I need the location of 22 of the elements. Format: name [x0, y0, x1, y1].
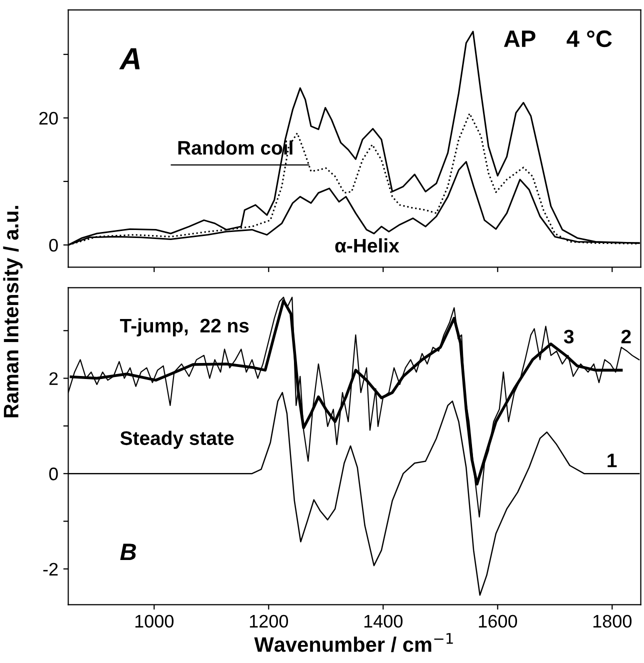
annotation: T-jump, 22 ns	[120, 318, 249, 336]
x-tick-label: 1800	[593, 614, 632, 628]
x-tick-label: 1200	[250, 614, 288, 628]
series-label: 2	[621, 330, 631, 344]
series-label: 1	[608, 454, 617, 468]
y-tick-label: 0	[49, 238, 58, 252]
annotation: Steady state	[120, 430, 234, 449]
series-label: α-Helix	[335, 238, 400, 253]
x-tick-label: 1000	[135, 614, 174, 628]
annotation: 4 °C	[566, 30, 612, 48]
annotation: AP	[504, 30, 536, 47]
series-label: 3	[564, 330, 574, 344]
x-tick-label: 1400	[364, 614, 403, 628]
x-axis-title: Wavenumber / cm$^{−1}$	[254, 633, 453, 652]
y-tick-label: 0	[49, 468, 58, 480]
x-tick-label: 1600	[478, 614, 518, 628]
annotation: B	[120, 544, 136, 560]
y-tick-label: 20	[39, 112, 58, 125]
y-tick-label: 2	[49, 372, 58, 385]
annotation: A	[119, 48, 140, 70]
y-axis-title: Raman Intensity / a.u.	[3, 206, 23, 418]
y-tick-label: -2	[43, 562, 58, 576]
